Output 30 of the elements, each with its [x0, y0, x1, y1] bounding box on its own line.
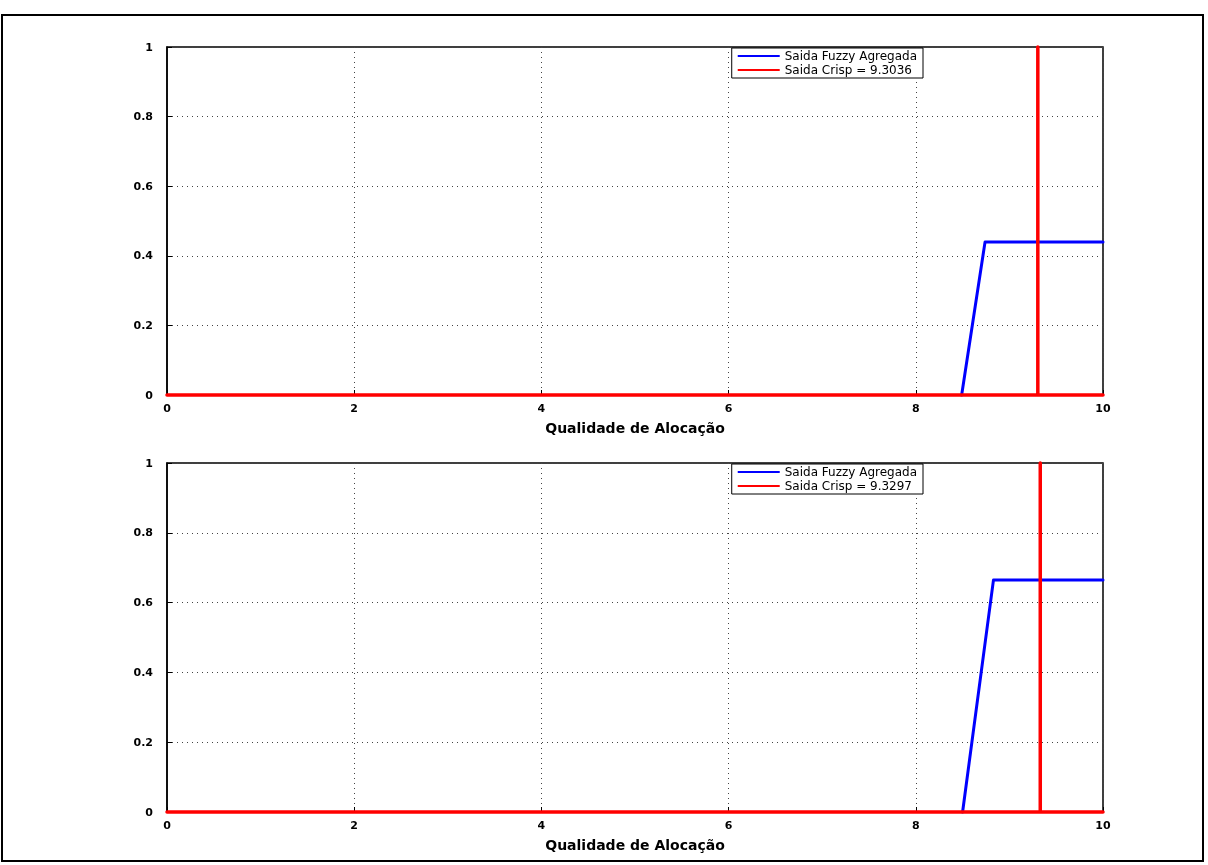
x-tick-label: 8 [911, 402, 920, 415]
x-axis-title: Qualidade de Alocação [545, 420, 726, 436]
y-tick-label: 1 [145, 456, 153, 470]
y-tick-label: 0.6 [133, 596, 154, 610]
y-tick-label: 0 [145, 805, 154, 819]
x-tick-label: 8 [911, 819, 920, 832]
x-tick-label: 4 [537, 402, 546, 415]
x-tick-label: 0 [163, 819, 172, 832]
y-tick-label: 0.2 [133, 735, 153, 749]
y-tick-label: 0.4 [133, 249, 154, 263]
x-tick-label: 6 [724, 402, 733, 415]
legend-label: Saida Fuzzy Agregada [784, 49, 918, 63]
y-tick-label: 1 [145, 40, 153, 54]
x-tick-label: 2 [350, 819, 359, 832]
y-tick-label: 0 [145, 388, 154, 402]
y-tick-label: 0.4 [133, 665, 154, 679]
x-tick-label: 6 [724, 819, 733, 832]
legend-label: Saida Crisp = 9.3297 [784, 479, 913, 493]
y-tick-label: 0.6 [133, 179, 154, 193]
y-tick-label: 0.8 [133, 110, 153, 124]
x-tick-label: 2 [350, 402, 359, 415]
x-tick-label: 0 [163, 402, 172, 415]
x-tick-label: 4 [537, 819, 546, 832]
legend-label: Saida Crisp = 9.3036 [784, 63, 913, 77]
x-axis-title: Qualidade de Alocação [545, 837, 726, 853]
y-tick-label: 0.2 [133, 318, 153, 332]
legend-label: Saida Fuzzy Agregada [784, 465, 918, 479]
x-tick-label: 10 [1095, 819, 1111, 832]
y-tick-label: 0.8 [133, 526, 153, 540]
x-tick-label: 10 [1095, 402, 1111, 415]
